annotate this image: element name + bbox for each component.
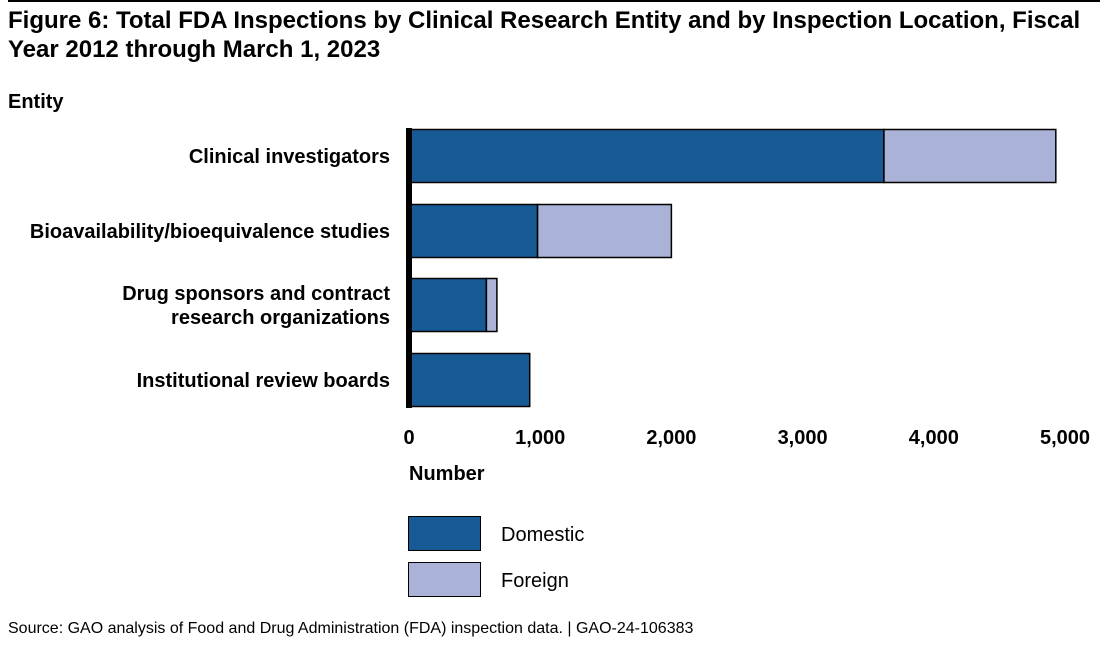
bar-foreign-1 [536, 203, 673, 259]
y-axis-line [406, 128, 412, 408]
x-axis-title: Number [409, 463, 485, 485]
category-label: Clinical investigators [189, 146, 390, 168]
x-tick-labels: 0 1,000 2,000 3,000 4,000 5,000 [403, 427, 1090, 449]
bar-foreign-0 [883, 128, 1057, 184]
x-tick-label: 2,000 [646, 427, 696, 449]
category-label: Drug sponsors and contract [122, 283, 390, 305]
bars [408, 128, 1057, 408]
category-label: research organizations [171, 307, 390, 329]
bar-domestic-3 [408, 352, 531, 408]
top-rule [8, 0, 1100, 2]
legend-label-domestic: Domestic [501, 524, 585, 546]
legend-swatch-domestic [408, 516, 481, 551]
source-note: Source: GAO analysis of Food and Drug Ad… [8, 620, 694, 637]
category-label: Institutional review boards [137, 370, 390, 392]
bar-domestic-0 [408, 128, 885, 184]
x-tick-label: 1,000 [515, 427, 565, 449]
legend-swatch-foreign [408, 562, 481, 597]
chart-title: Figure 6: Total FDA Inspections by Clini… [8, 7, 1081, 63]
bar-domestic-2 [408, 277, 488, 333]
x-tick-label: 4,000 [909, 427, 959, 449]
x-tick-label: 0 [403, 427, 414, 449]
x-tick-label: 5,000 [1040, 427, 1090, 449]
x-tick-label: 3,000 [778, 427, 828, 449]
legend-label-foreign: Foreign [501, 570, 569, 592]
bar-domestic-1 [408, 203, 539, 259]
y-axis-title: Entity [8, 91, 64, 113]
category-labels: Clinical investigators Bioavailability/bi… [30, 146, 390, 392]
category-label: Bioavailability/bioequivalence studies [30, 221, 390, 243]
bar-foreign-2 [485, 277, 498, 333]
